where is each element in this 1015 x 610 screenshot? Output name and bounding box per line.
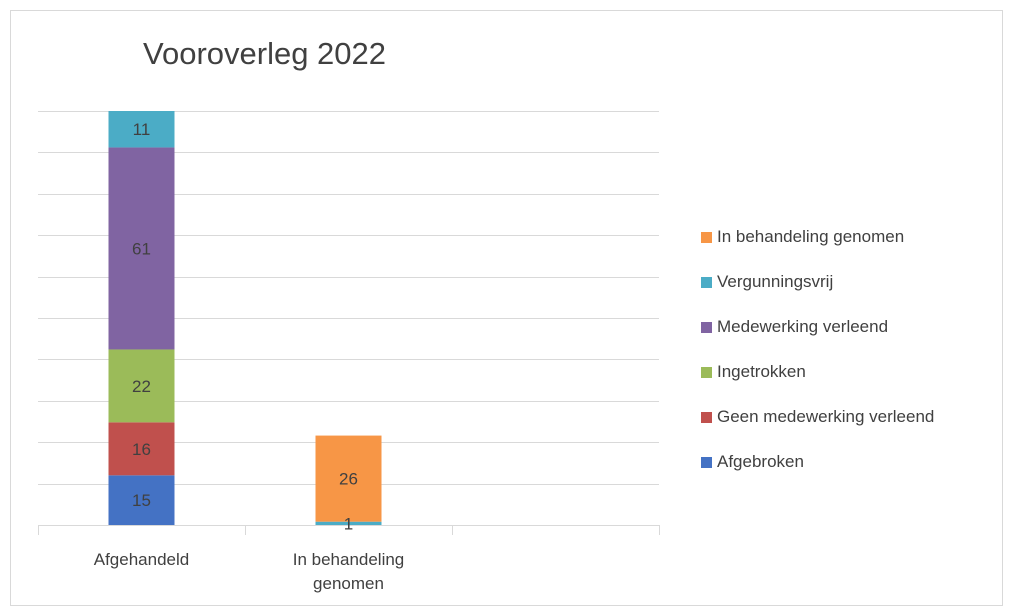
chart-title: Vooroverleg 2022: [143, 36, 387, 71]
data-label: 26: [339, 470, 358, 489]
bars: [108, 111, 382, 525]
bar-segment: [108, 349, 175, 423]
x-tick-label: In behandeling genomen: [293, 550, 405, 593]
x-axis: Afgehandeld In behandeling genomen: [38, 525, 660, 593]
legend-swatch: [701, 231, 712, 243]
bar-segment: [315, 521, 382, 525]
bar-segment: [315, 435, 382, 522]
data-label: 16: [132, 440, 151, 459]
bar-segment: [108, 422, 175, 476]
legend-label: Geen medewerking verleend: [717, 407, 935, 427]
legend-item: Medewerking verleend: [701, 316, 934, 339]
legend-item: Ingetrokken: [701, 361, 934, 384]
data-label: 15: [132, 491, 151, 510]
bar-segment: [108, 111, 175, 148]
legend-item: Geen medewerking verleend: [701, 406, 934, 429]
legend-item: Afgebroken: [701, 451, 934, 474]
data-label: 11: [133, 120, 151, 139]
chart-frame: [10, 10, 1003, 606]
legend-item: In behandeling genomen: [701, 226, 934, 249]
legend-label: In behandeling genomen: [717, 227, 905, 247]
legend-swatch: [701, 276, 712, 288]
legend-swatch: [701, 411, 712, 423]
legend-item: Vergunningsvrij: [701, 271, 934, 294]
bar-segment: [108, 147, 175, 350]
data-label: 1: [344, 514, 353, 533]
legend-swatch: [701, 321, 712, 333]
legend-label: Medewerking verleend: [717, 317, 889, 337]
legend: In behandeling genomen Vergunningsvrij Med…: [701, 226, 934, 496]
data-label: 61: [132, 239, 151, 258]
legend-label: Ingetrokken: [717, 362, 806, 382]
bar-segment: [108, 475, 175, 525]
data-label: 22: [132, 377, 151, 396]
legend-label: Vergunningsvrij: [717, 272, 834, 292]
legend-swatch: [701, 366, 712, 378]
legend-label: Afgebroken: [717, 452, 804, 472]
legend-swatch: [701, 456, 712, 468]
x-tick-label: Afgehandeld: [94, 550, 189, 569]
